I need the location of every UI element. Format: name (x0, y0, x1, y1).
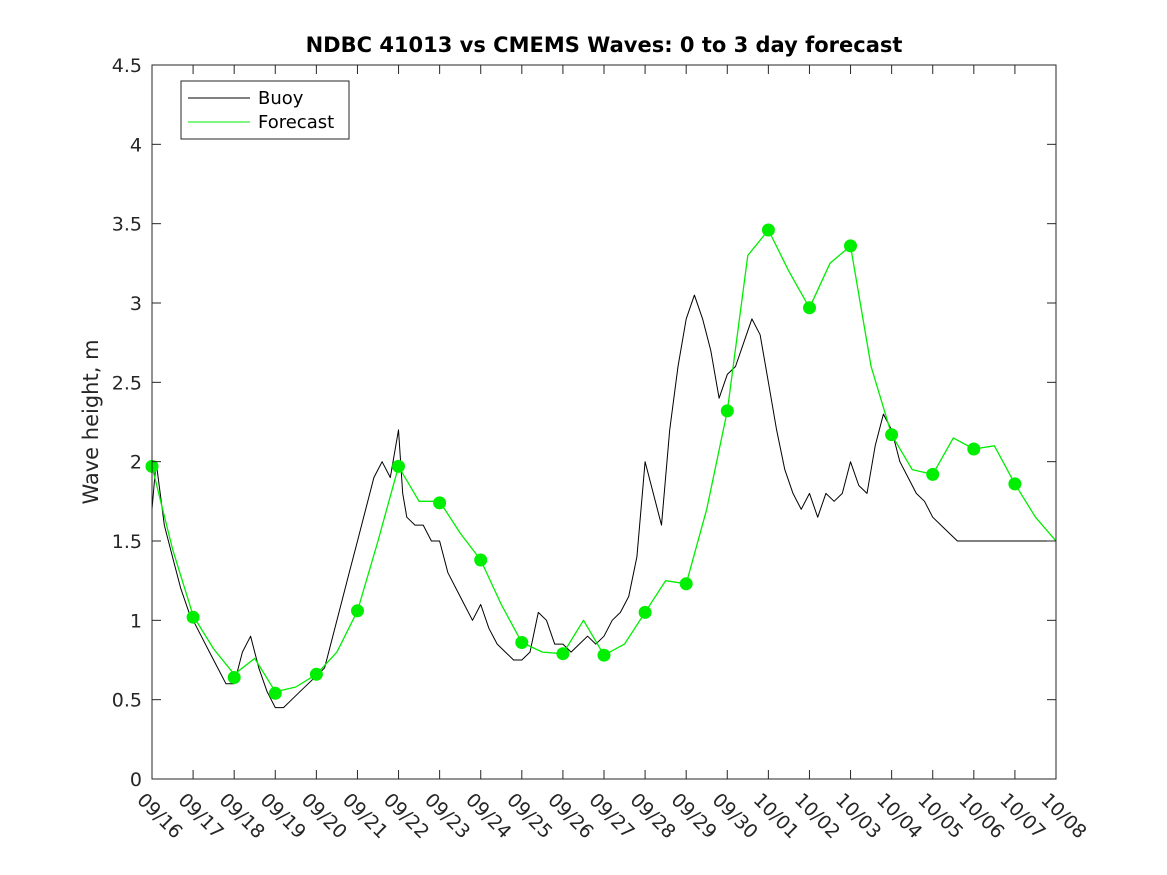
forecast-marker (597, 648, 611, 662)
y-tick-label: 3.5 (112, 214, 142, 236)
forecast-marker (433, 496, 447, 510)
forecast-marker (885, 428, 899, 442)
series-line-buoy (151, 294, 1048, 709)
y-tick-label: 2.5 (112, 372, 142, 394)
legend-label-forecast: Forecast (258, 112, 334, 133)
y-tick-label: 1.5 (112, 531, 142, 553)
forecast-marker (1008, 477, 1022, 491)
forecast-marker (679, 577, 693, 591)
y-tick-label: 0 (130, 769, 142, 791)
forecast-marker (351, 604, 364, 618)
forecast-marker (638, 605, 652, 619)
forecast-marker (803, 301, 816, 315)
y-tick-label: 1 (130, 610, 142, 632)
forecast-marker (227, 671, 241, 684)
forecast-marker (186, 610, 200, 624)
legend-label-buoy: Buoy (258, 88, 304, 109)
y-tick-label: 3 (130, 293, 142, 315)
forecast-marker (392, 459, 405, 473)
forecast-marker (474, 553, 488, 567)
forecast-marker (844, 239, 857, 253)
legend: Buoy Forecast (180, 80, 350, 140)
y-tick-label: 0.5 (112, 690, 142, 712)
y-tick-label: 2 (130, 452, 142, 474)
forecast-marker (720, 404, 734, 418)
plot-area (152, 65, 1056, 779)
y-tick-label: 4.5 (112, 55, 142, 77)
forecast-marker (926, 467, 940, 481)
forecast-marker (556, 647, 570, 661)
y-tick-label: 4 (130, 134, 142, 156)
forecast-marker (515, 636, 529, 649)
y-axis-label: Wave height, m (79, 339, 103, 504)
legend-box (180, 80, 350, 140)
forecast-marker (967, 442, 981, 456)
chart-title: NDBC 41013 vs CMEMS Waves: 0 to 3 day fo… (306, 33, 903, 57)
forecast-marker (309, 667, 323, 681)
forecast-marker (761, 223, 775, 237)
forecast-marker (268, 686, 282, 700)
